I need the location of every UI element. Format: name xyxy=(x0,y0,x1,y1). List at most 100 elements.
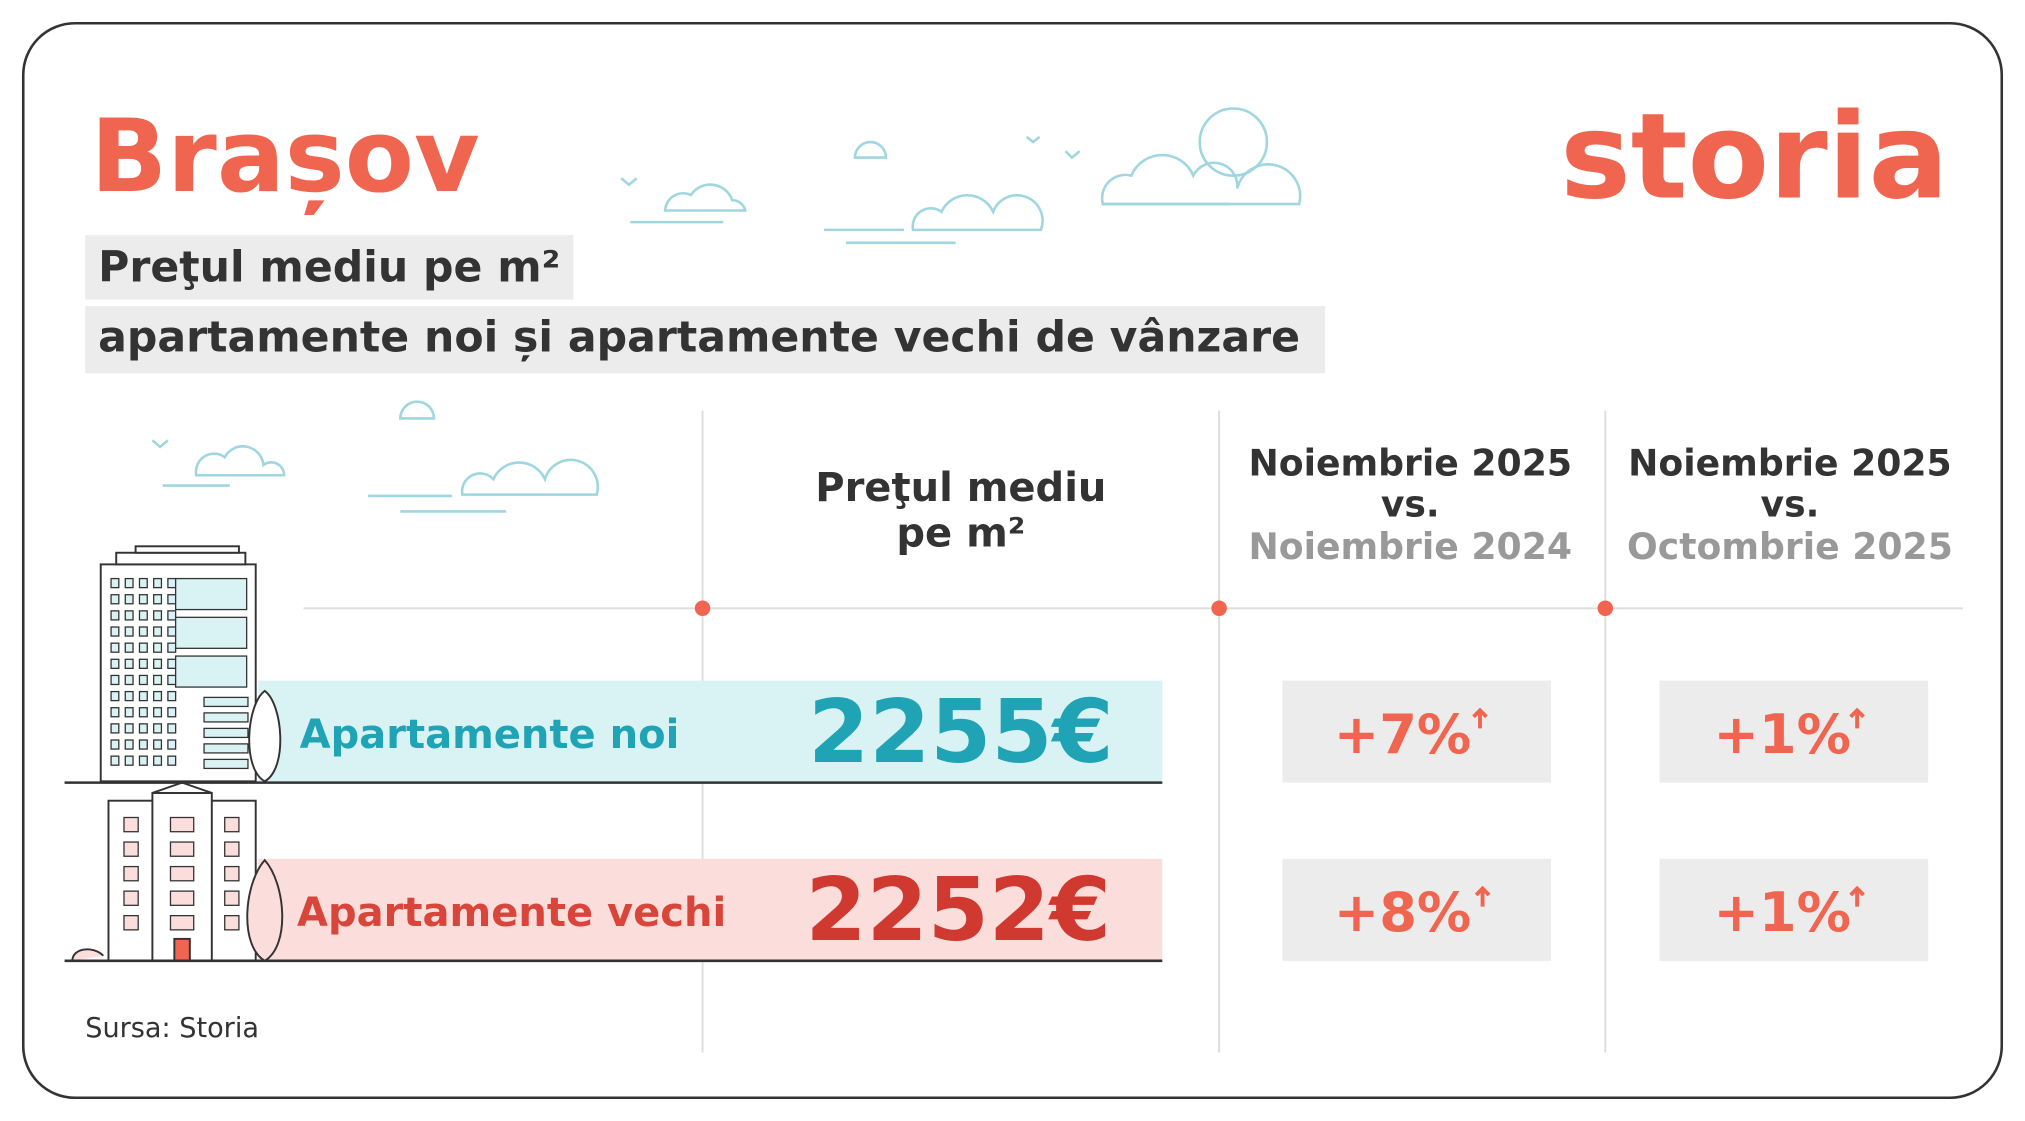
window xyxy=(138,739,148,750)
window xyxy=(138,690,148,702)
window xyxy=(110,739,120,750)
window xyxy=(123,915,139,931)
window xyxy=(153,674,163,686)
window xyxy=(167,690,177,702)
window xyxy=(169,841,195,857)
window xyxy=(138,674,148,686)
window xyxy=(167,610,177,621)
window xyxy=(167,577,177,589)
window xyxy=(224,841,240,857)
window xyxy=(138,723,148,734)
window xyxy=(167,642,177,653)
column-header: Octombrie 2025 xyxy=(1627,525,1953,568)
window xyxy=(167,626,177,637)
window xyxy=(124,594,134,605)
window xyxy=(110,626,120,637)
clouds xyxy=(151,107,1302,513)
rule-dots xyxy=(694,600,1614,617)
window xyxy=(167,755,177,766)
window xyxy=(174,616,248,649)
change: +7% xyxy=(1334,703,1472,766)
up-arrows xyxy=(1472,707,1865,907)
title: Brașov xyxy=(90,98,479,215)
window xyxy=(110,707,120,718)
window xyxy=(153,707,163,718)
window xyxy=(138,626,148,637)
window xyxy=(138,594,148,605)
window xyxy=(110,755,120,766)
window xyxy=(138,610,148,621)
window xyxy=(153,755,163,766)
window xyxy=(110,577,120,589)
column-header: Noiembrie 2024 xyxy=(1248,525,1572,568)
window xyxy=(138,577,148,589)
column-header: vs. xyxy=(1761,483,1820,526)
window xyxy=(110,674,120,686)
row-band xyxy=(258,858,1163,961)
window xyxy=(124,723,134,734)
subtitle-box xyxy=(85,306,1326,374)
window xyxy=(167,674,177,686)
window xyxy=(167,594,177,605)
window xyxy=(203,727,249,739)
window xyxy=(169,865,195,882)
column-header: Preţul mediu xyxy=(815,465,1106,511)
window xyxy=(167,707,177,718)
window xyxy=(153,690,163,702)
row-band xyxy=(258,680,1163,783)
window xyxy=(124,577,134,589)
window xyxy=(169,915,195,931)
window xyxy=(167,723,177,734)
window xyxy=(124,626,134,637)
window xyxy=(224,816,240,833)
row-label: Apartamente vechi xyxy=(297,890,726,936)
row-label: Apartamente noi xyxy=(300,712,680,758)
column-header: vs. xyxy=(1381,483,1440,526)
changes: +7% +1% +8% +1% xyxy=(1334,703,1851,944)
window xyxy=(153,642,163,653)
window xyxy=(169,890,195,906)
column-headers: Preţul mediu pe m² Noiembrie 2025 vs. No… xyxy=(815,441,1953,568)
window xyxy=(110,642,120,653)
change: +8% xyxy=(1334,881,1472,944)
change-boxes xyxy=(1282,680,1929,961)
window xyxy=(153,723,163,734)
subtitle: apartamente noi și apartamente vechi de … xyxy=(98,312,1300,362)
window xyxy=(124,610,134,621)
window xyxy=(138,755,148,766)
window xyxy=(203,712,249,723)
window xyxy=(123,841,139,857)
column-header: pe m² xyxy=(896,510,1025,556)
window xyxy=(174,655,248,688)
window xyxy=(153,594,163,605)
window xyxy=(123,865,139,882)
window xyxy=(203,758,249,770)
window xyxy=(124,658,134,669)
window xyxy=(124,755,134,766)
logo: storia xyxy=(1560,89,1949,227)
window xyxy=(153,626,163,637)
window xyxy=(167,739,177,750)
window xyxy=(123,890,139,906)
window xyxy=(110,594,120,605)
window xyxy=(124,642,134,653)
window xyxy=(203,743,249,754)
window xyxy=(224,890,240,906)
change: +1% xyxy=(1713,881,1851,944)
change: +1% xyxy=(1713,703,1851,766)
window xyxy=(167,658,177,669)
window xyxy=(153,739,163,750)
window xyxy=(174,577,248,611)
window xyxy=(124,739,134,750)
window xyxy=(224,865,240,882)
window xyxy=(123,816,139,833)
buildings xyxy=(71,545,284,962)
price: 2255€ xyxy=(808,680,1113,783)
subtitle: Preţul mediu pe m² xyxy=(98,243,560,293)
window xyxy=(153,610,163,621)
window xyxy=(124,690,134,702)
window xyxy=(153,577,163,589)
price: 2252€ xyxy=(806,858,1111,961)
window xyxy=(203,696,249,708)
